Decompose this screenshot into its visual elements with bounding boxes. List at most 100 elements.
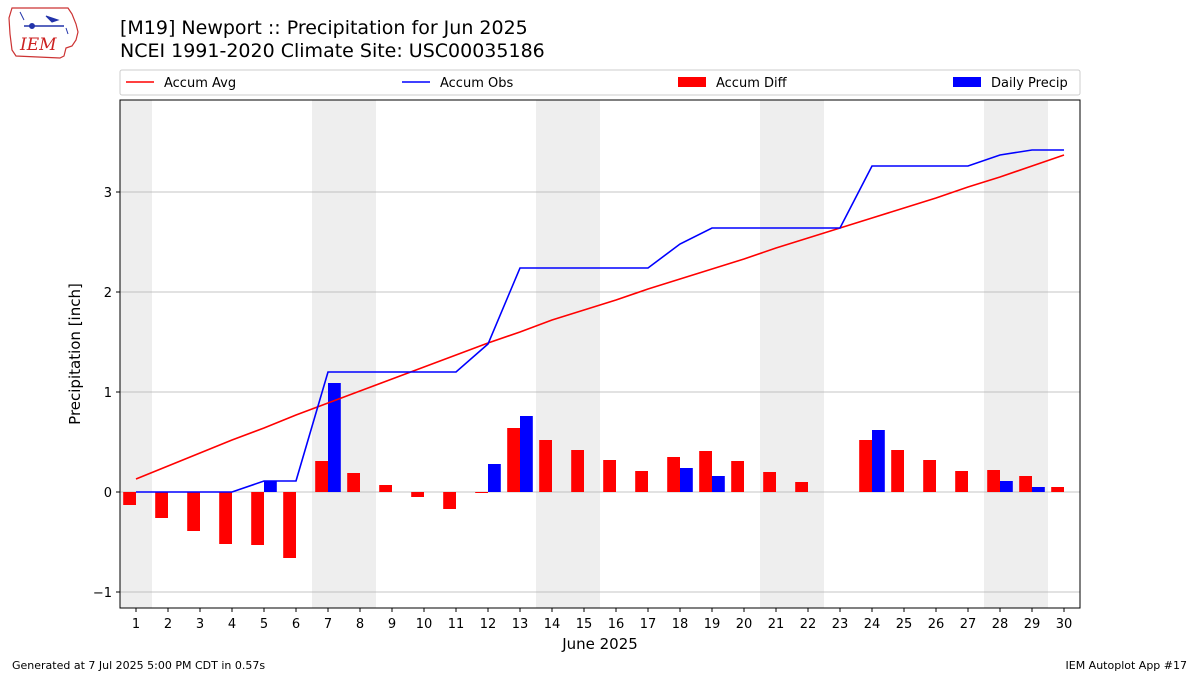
weekend-shade — [984, 100, 1016, 608]
daily-precip-bar — [1032, 487, 1045, 492]
y-tick-label: 1 — [104, 386, 112, 401]
x-tick-label: 2 — [164, 617, 172, 632]
accum-diff-bar — [1019, 476, 1032, 492]
accum-diff-bar — [923, 460, 936, 492]
x-tick-label: 17 — [640, 617, 657, 632]
x-tick-label: 1 — [132, 617, 140, 632]
x-tick-label: 21 — [768, 617, 785, 632]
accum-diff-bar — [987, 470, 1000, 492]
x-tick-label: 10 — [416, 617, 433, 632]
x-tick-label: 8 — [356, 617, 364, 632]
accum-diff-bar — [699, 451, 712, 492]
x-tick-label: 14 — [544, 617, 561, 632]
x-tick-label: 26 — [928, 617, 945, 632]
x-tick-label: 5 — [260, 617, 268, 632]
x-tick-label: 13 — [512, 617, 529, 632]
legend-label: Accum Diff — [716, 76, 788, 91]
daily-precip-bar — [1000, 481, 1013, 492]
x-tick-label: 19 — [704, 617, 721, 632]
accum-diff-bar — [475, 492, 488, 493]
x-tick-label: 6 — [292, 617, 300, 632]
accum-diff-bar — [667, 457, 680, 492]
accum-diff-bar — [507, 428, 520, 492]
x-tick-label: 23 — [832, 617, 849, 632]
accum-diff-bar — [955, 471, 968, 492]
legend-box — [119, 69, 1081, 96]
daily-precip-bar — [328, 383, 341, 492]
accum-diff-bar — [251, 492, 264, 545]
x-tick-label: 25 — [896, 617, 913, 632]
accum-diff-bar — [411, 492, 424, 497]
autoplot-app-label: IEM Autoplot App #17 — [1065, 659, 1188, 672]
accum-diff-bar — [379, 485, 392, 492]
iem-logo: IEM — [8, 7, 79, 59]
chart-subtitle: NCEI 1991-2020 Climate Site: USC00035186 — [120, 40, 545, 62]
weekend-shade — [344, 100, 376, 608]
accum-diff-bar — [187, 492, 200, 531]
accum-obs-line — [136, 149, 1064, 493]
x-tick-label: 15 — [576, 617, 593, 632]
accum-diff-bar — [635, 471, 648, 492]
daily-precip-bar — [712, 476, 725, 492]
weekend-shade — [1016, 100, 1048, 608]
x-tick-label: 12 — [480, 617, 497, 632]
accum-diff-bar — [155, 492, 168, 518]
y-tick-label: 0 — [104, 486, 112, 501]
plot-frame — [119, 99, 1081, 609]
x-tick-label: 27 — [960, 617, 977, 632]
accum-diff-bar — [859, 440, 872, 492]
daily-precip-bar — [520, 416, 533, 492]
x-tick-label: 11 — [448, 617, 465, 632]
weekend-shade — [120, 100, 152, 608]
accum-diff-bar — [283, 492, 296, 558]
accum-diff-bar — [123, 492, 136, 505]
accum-diff-bar — [571, 450, 584, 492]
accum-diff-bar — [763, 472, 776, 492]
x-tick-label: 28 — [992, 617, 1009, 632]
legend-label: Accum Obs — [440, 76, 513, 91]
x-tick-label: 29 — [1024, 617, 1041, 632]
y-tick-label: 3 — [104, 186, 112, 201]
accum-diff-bar — [1051, 487, 1064, 492]
accum-diff-bar — [219, 492, 232, 544]
x-axis-label: June 2025 — [561, 635, 638, 653]
weekend-shade — [536, 100, 568, 608]
daily-precip-bar — [680, 468, 693, 492]
accum-diff-bar — [347, 473, 360, 492]
legend-swatch-bar — [678, 77, 706, 87]
x-tick-label: 16 — [608, 617, 625, 632]
x-tick-label: 9 — [388, 617, 396, 632]
legend-label: Daily Precip — [991, 76, 1068, 91]
weekend-shade — [312, 100, 344, 608]
accum-diff-bar — [539, 440, 552, 492]
accum-diff-bar — [603, 460, 616, 492]
y-axis-label: Precipitation [inch] — [66, 283, 84, 425]
accum-diff-bar — [443, 492, 456, 509]
weekend-shade — [568, 100, 600, 608]
chart-title: [M19] Newport :: Precipitation for Jun 2… — [120, 17, 528, 39]
accum-diff-bar — [315, 461, 328, 492]
weekend-shade — [760, 100, 792, 608]
weather-instruments-icon — [19, 11, 69, 35]
accum-diff-bar — [891, 450, 904, 492]
weekend-shade — [792, 100, 824, 608]
accum-avg-line — [135, 154, 1065, 480]
legend-label: Accum Avg — [164, 76, 236, 91]
daily-precip-bar — [872, 430, 885, 492]
x-tick-label: 7 — [324, 617, 332, 632]
y-tick-label: −1 — [93, 586, 112, 601]
generated-timestamp: Generated at 7 Jul 2025 5:00 PM CDT in 0… — [12, 659, 266, 672]
x-tick-label: 4 — [228, 617, 236, 632]
x-tick-label: 30 — [1056, 617, 1073, 632]
y-tick-label: 2 — [104, 286, 112, 301]
x-tick-label: 3 — [196, 617, 204, 632]
accum-diff-bar — [795, 482, 808, 492]
accum-diff-bar — [731, 461, 744, 492]
x-tick-label: 18 — [672, 617, 689, 632]
x-tick-label: 20 — [736, 617, 753, 632]
x-tick-label: 22 — [800, 617, 817, 632]
daily-precip-bar — [488, 464, 501, 492]
daily-precip-bar — [264, 481, 277, 492]
legend-swatch-bar — [953, 77, 981, 87]
